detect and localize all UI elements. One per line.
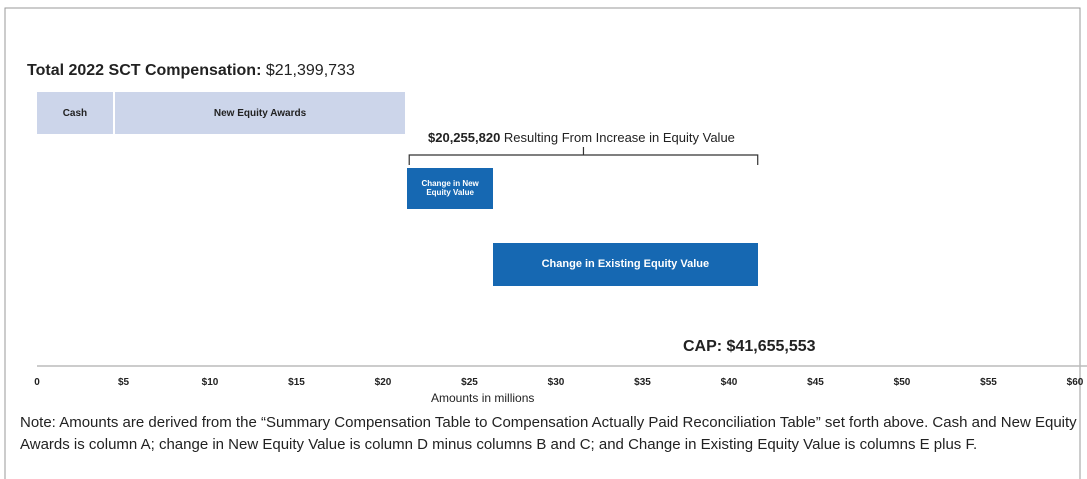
bar: Change in Existing Equity Value — [493, 243, 758, 286]
x-tick-label: $25 — [461, 377, 478, 388]
bracket-text: Resulting From Increase in Equity Value — [503, 130, 735, 145]
x-tick-label: $20 — [374, 377, 392, 388]
x-tick-label: $10 — [201, 377, 219, 388]
bar: Change in New Equity Value — [407, 168, 494, 209]
bracket — [408, 147, 759, 165]
note: Note: Amounts are derived from the “Summ… — [20, 414, 1077, 453]
bar: Cash — [37, 92, 113, 134]
x-tick-label: $45 — [807, 377, 824, 388]
x-tick-label: $60 — [1066, 377, 1084, 388]
bracket-label: $20,255,820 Resulting From Increase in E… — [428, 130, 735, 145]
title-value: $21,399,733 — [265, 62, 355, 79]
x-tick-label: $40 — [720, 377, 738, 388]
chart-title: Total 2022 SCT Compensation: — [27, 62, 262, 79]
x-tick-label: $30 — [547, 377, 565, 388]
x-tick-label: $55 — [980, 377, 997, 388]
x-tick-label: $15 — [288, 377, 305, 388]
x-tick-label: 0 — [34, 377, 40, 388]
x-tick-label: $5 — [117, 377, 130, 388]
cap-label: CAP: $41,655,553 — [683, 338, 816, 355]
x-tick-label: $35 — [634, 377, 651, 388]
frame-border — [4, 7, 1081, 479]
bar: New Equity Awards — [114, 92, 406, 134]
x-axis-label: Amounts in millions — [431, 391, 535, 405]
x-tick-label: $50 — [893, 377, 911, 388]
bracket-value: $20,255,820 — [428, 130, 501, 145]
title-block: Total 2022 SCT Compensation: $21,399,733 — [27, 62, 355, 80]
